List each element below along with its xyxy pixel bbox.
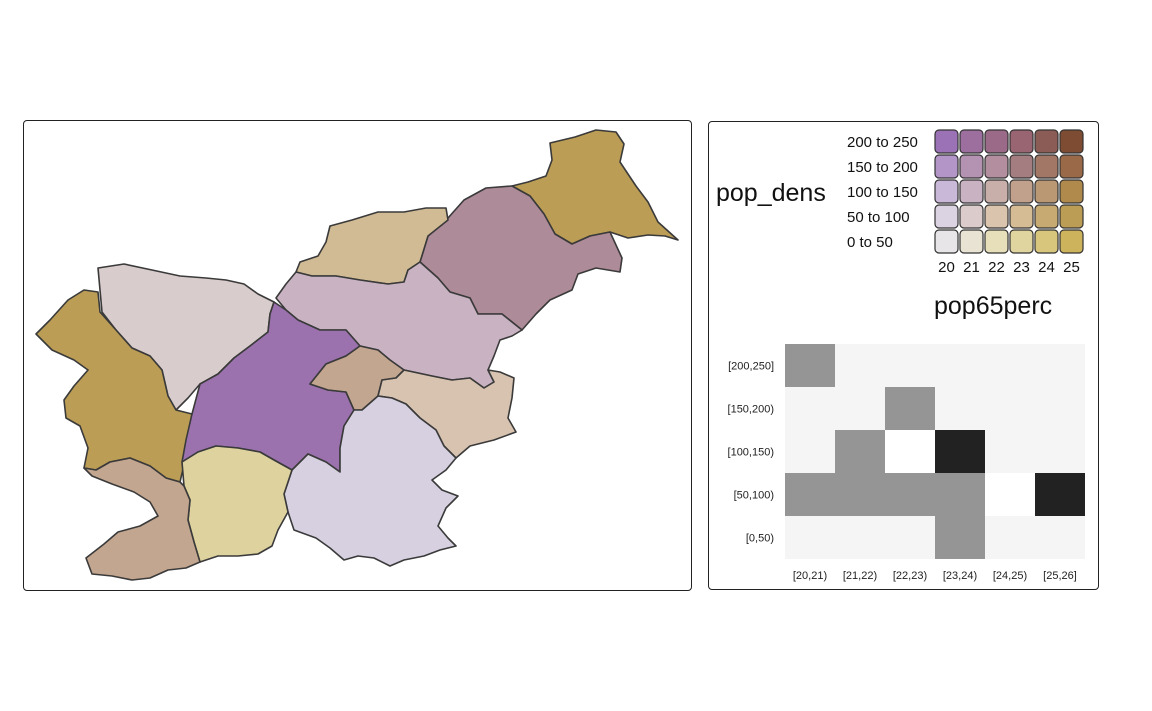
legend-swatch xyxy=(1059,204,1084,229)
legend-swatch xyxy=(959,129,984,154)
row-title: pop_dens xyxy=(716,179,826,207)
heatmap-cell xyxy=(1035,473,1085,516)
heatmap-cell xyxy=(1035,387,1085,430)
legend-swatch xyxy=(1034,204,1059,229)
heatmap-cell xyxy=(935,430,985,473)
heatmap-cell xyxy=(835,344,885,387)
legend-swatch xyxy=(934,229,959,254)
legend-row-label: 50 to 100 xyxy=(847,209,910,226)
legend-swatch xyxy=(984,129,1009,154)
legend-swatch xyxy=(1059,229,1084,254)
map-region[interactable] xyxy=(283,395,459,567)
legend-swatch xyxy=(1034,154,1059,179)
heatmap-y-tick: [50,100) xyxy=(734,490,774,502)
legend-row-label: 100 to 150 xyxy=(847,184,918,201)
heatmap-cell xyxy=(1035,344,1085,387)
legend-swatch xyxy=(1034,179,1059,204)
legend-swatch xyxy=(1009,129,1034,154)
heatmap-cell xyxy=(785,387,835,430)
heatmap-y-tick: [0,50) xyxy=(746,533,774,545)
heatmap-cell xyxy=(1035,430,1085,473)
legend-swatch xyxy=(1009,229,1034,254)
legend-row-label: 0 to 50 xyxy=(847,234,893,251)
heatmap-y-tick: [100,150) xyxy=(728,447,774,459)
heatmap-cell xyxy=(985,473,1035,516)
legend-swatch xyxy=(1034,129,1059,154)
legend-col-label: 20 xyxy=(938,259,955,276)
legend-swatch xyxy=(1059,179,1084,204)
legend-swatch xyxy=(1059,154,1084,179)
legend-swatch xyxy=(1059,129,1084,154)
legend-swatch xyxy=(959,154,984,179)
heatmap-cell xyxy=(835,516,885,559)
heatmap-cell xyxy=(885,516,935,559)
map-region[interactable] xyxy=(511,129,679,245)
heatmap-cell xyxy=(935,473,985,516)
heatmap-cell xyxy=(835,430,885,473)
heatmap-cell xyxy=(785,344,835,387)
heatmap-cell xyxy=(835,473,885,516)
legend-col-label: 21 xyxy=(963,259,980,276)
heatmap-cell xyxy=(835,387,885,430)
legend-swatch xyxy=(934,204,959,229)
legend-swatch xyxy=(959,229,984,254)
legend-col-label: 25 xyxy=(1063,259,1080,276)
legend-swatch xyxy=(1009,154,1034,179)
col-title: pop65perc xyxy=(934,292,1052,320)
legend-col-label: 22 xyxy=(988,259,1005,276)
legend-swatch xyxy=(934,154,959,179)
heatmap-cell xyxy=(985,430,1035,473)
heatmap-y-tick: [150,200) xyxy=(728,404,774,416)
heatmap-cell xyxy=(985,516,1035,559)
heatmap-cell xyxy=(785,516,835,559)
heatmap-cell xyxy=(985,344,1035,387)
legend-swatch xyxy=(1009,179,1034,204)
heatmap-cell xyxy=(885,430,935,473)
legend-swatch xyxy=(959,179,984,204)
heatmap-cell xyxy=(935,516,985,559)
legend-swatch xyxy=(1034,229,1059,254)
heatmap-x-tick: [25,26] xyxy=(1043,570,1077,582)
heatmap-cell xyxy=(1035,516,1085,559)
heatmap-x-tick: [22,23) xyxy=(893,570,927,582)
heatmap-x-tick: [24,25) xyxy=(993,570,1027,582)
legend-row-label: 200 to 250 xyxy=(847,134,918,151)
legend-col-label: 24 xyxy=(1038,259,1055,276)
heatmap-cell xyxy=(985,387,1035,430)
legend-swatch xyxy=(934,129,959,154)
heatmap-cell xyxy=(885,387,935,430)
heatmap-cell xyxy=(785,430,835,473)
heatmap-cell xyxy=(935,387,985,430)
heatmap-x-tick: [23,24) xyxy=(943,570,977,582)
legend-swatch xyxy=(1009,204,1034,229)
heatmap-cell xyxy=(885,473,935,516)
heatmap-y-tick: [200,250] xyxy=(728,361,774,373)
legend-swatch xyxy=(984,204,1009,229)
heatmap-cell xyxy=(885,344,935,387)
heatmap-x-tick: [20,21) xyxy=(793,570,827,582)
legend-swatch xyxy=(959,204,984,229)
legend-swatch xyxy=(984,154,1009,179)
legend-swatch xyxy=(984,229,1009,254)
map-region[interactable] xyxy=(83,457,201,581)
heatmap-cell xyxy=(785,473,835,516)
legend-swatch xyxy=(934,179,959,204)
legend-swatch xyxy=(984,179,1009,204)
legend-row-label: 150 to 200 xyxy=(847,159,918,176)
heatmap-x-tick: [21,22) xyxy=(843,570,877,582)
heatmap-cell xyxy=(935,344,985,387)
legend-col-label: 23 xyxy=(1013,259,1030,276)
